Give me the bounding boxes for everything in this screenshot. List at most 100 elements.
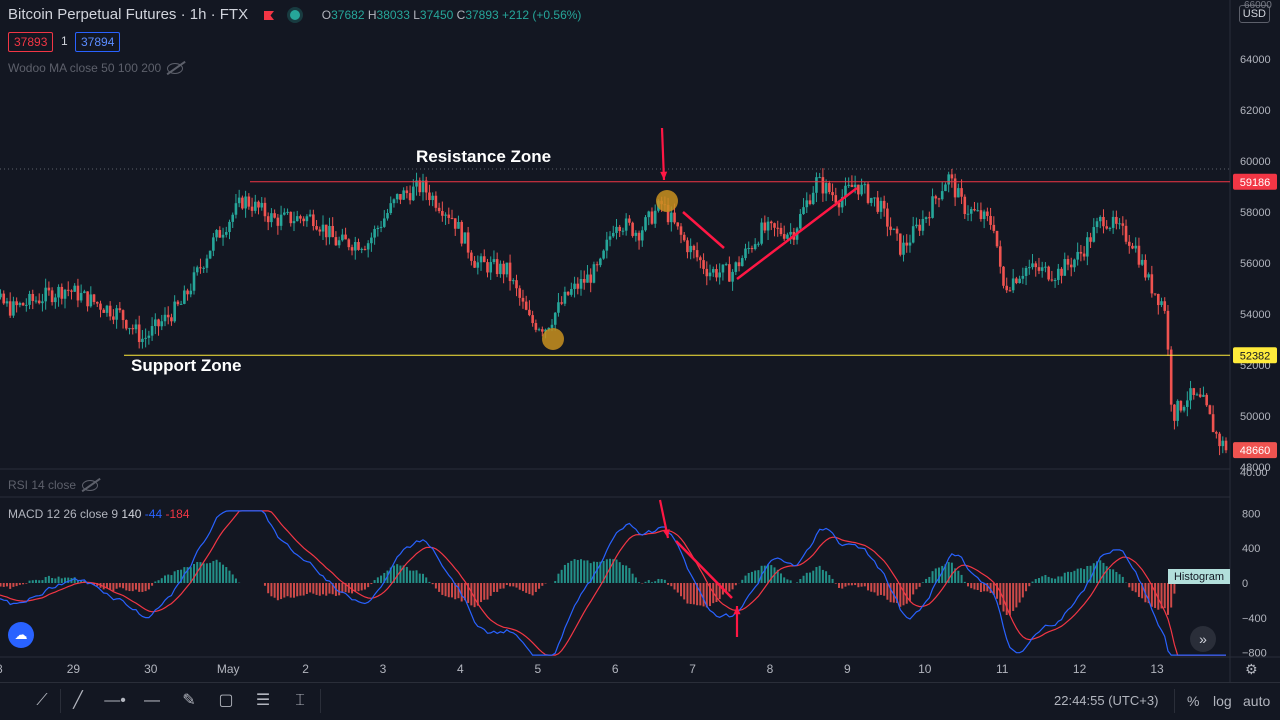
candle-body	[260, 202, 264, 208]
candle-body	[205, 258, 209, 268]
candle-body	[457, 221, 460, 229]
ma-indicator-legend[interactable]: Wodoo MA close 50 100 200	[8, 61, 184, 75]
candle-body	[1102, 216, 1105, 227]
candle-body	[450, 217, 454, 219]
candle-body	[692, 245, 696, 251]
chart-canvas[interactable]: 4800050000520005400056000580006000062000…	[0, 0, 1280, 682]
candle-body	[44, 287, 47, 302]
candle-body	[379, 226, 383, 228]
candle-body	[279, 214, 283, 226]
pen-icon[interactable]: ✎	[182, 692, 196, 709]
log-scale-toggle[interactable]: log	[1213, 693, 1232, 709]
candle-body	[89, 294, 93, 307]
candle-body	[1044, 266, 1047, 268]
candle-body	[273, 213, 276, 218]
candle-body	[737, 262, 741, 267]
candle-body	[189, 290, 193, 295]
auto-scale-toggle[interactable]: auto	[1243, 693, 1271, 709]
candle-body	[1131, 245, 1134, 249]
horizontal-line-icon[interactable]: —	[144, 692, 160, 709]
candle-body	[582, 279, 586, 283]
candle-body	[350, 247, 354, 251]
candle-body	[231, 214, 235, 222]
candle-body	[528, 309, 531, 316]
candle-body	[1108, 227, 1112, 229]
candle-body	[128, 328, 131, 330]
flag-icon[interactable]	[264, 11, 274, 20]
candle-body	[1115, 216, 1118, 224]
candle-body	[857, 184, 860, 195]
highlight-marker	[542, 328, 564, 350]
order-quantity[interactable]: 1	[61, 34, 68, 48]
candle-body	[502, 263, 505, 275]
candle-body	[331, 225, 334, 238]
sell-price-button[interactable]: 37893	[8, 32, 54, 52]
macd-up-arrow-annotation-head	[733, 606, 741, 615]
candle-body	[718, 272, 721, 278]
time-tick-label: 28	[0, 662, 3, 676]
tradingview-logo-icon[interactable]: ☁	[8, 622, 34, 648]
trendline-icon[interactable]: ╱	[73, 692, 83, 709]
candle-body	[183, 290, 186, 304]
buy-price-button[interactable]: 37894	[75, 32, 121, 52]
candle-body	[921, 218, 925, 231]
macd-legend[interactable]: MACD 12 26 close 9 140 -44 -184	[8, 507, 190, 521]
candle-body	[1057, 268, 1060, 280]
candle-body	[50, 290, 54, 303]
candle-body	[866, 184, 870, 203]
candle-body	[366, 243, 370, 250]
horizontal-ray-icon[interactable]: —•	[104, 692, 126, 709]
candle-body	[463, 232, 467, 244]
candle-body	[237, 197, 241, 204]
clock-timezone[interactable]: 22:44:55 (UTC+3)	[1054, 693, 1159, 708]
low-value: 37450	[419, 8, 454, 22]
candle-body	[324, 224, 328, 238]
candle-body	[934, 196, 938, 199]
candle-body	[124, 320, 128, 329]
candle-body	[1089, 237, 1092, 242]
candle-body	[750, 248, 754, 250]
candle-body	[947, 174, 950, 185]
candle-body	[492, 259, 496, 263]
candle-body	[628, 218, 631, 223]
candle-body	[28, 293, 31, 305]
candle-body	[415, 180, 418, 187]
resistance-zone-label: Resistance Zone	[416, 147, 552, 166]
candle-body	[1060, 268, 1063, 276]
candle-body	[1176, 400, 1179, 421]
candle-body	[579, 279, 583, 289]
candle-body	[653, 210, 657, 224]
candle-body	[1076, 251, 1079, 260]
candle-body	[1192, 388, 1196, 395]
percent-scale-toggle[interactable]: %	[1187, 693, 1200, 709]
rsi-indicator-legend[interactable]: RSI 14 close	[8, 478, 99, 492]
candle-body	[534, 323, 538, 330]
candle-body	[1015, 278, 1018, 284]
candle-body	[399, 194, 402, 200]
candle-body	[515, 280, 518, 289]
currency-button[interactable]: USD	[1238, 5, 1270, 23]
settings-gear-icon[interactable]: ⚙	[1245, 661, 1258, 677]
eye-hidden-icon[interactable]	[167, 63, 184, 74]
line-chart-icon[interactable]: ⟋	[36, 692, 48, 709]
top-price-tick: 66000	[1244, 0, 1272, 11]
histogram-badge-label: Histogram	[1174, 571, 1224, 583]
candle-body	[224, 232, 228, 235]
candle-body	[5, 301, 9, 304]
candle-body	[166, 314, 170, 318]
candle-body	[831, 192, 834, 196]
vertical-measure-icon[interactable]: ⌶	[295, 692, 305, 709]
candle-body	[928, 217, 931, 219]
candle-body	[573, 283, 576, 290]
candle-body	[753, 244, 757, 250]
candle-body	[170, 317, 173, 322]
candle-body	[328, 225, 331, 238]
candle-body	[341, 234, 344, 241]
scroll-to-realtime-icon[interactable]: »	[1190, 626, 1216, 652]
symbol-title[interactable]: Bitcoin Perpetual Futures · 1h · FTX	[8, 6, 249, 23]
candle-body	[521, 297, 525, 302]
rectangle-icon[interactable]: ▢	[218, 692, 234, 709]
eye-hidden-icon[interactable]	[82, 480, 99, 491]
parallel-channel-icon[interactable]: ☰	[255, 692, 271, 709]
candle-body	[1208, 405, 1212, 415]
